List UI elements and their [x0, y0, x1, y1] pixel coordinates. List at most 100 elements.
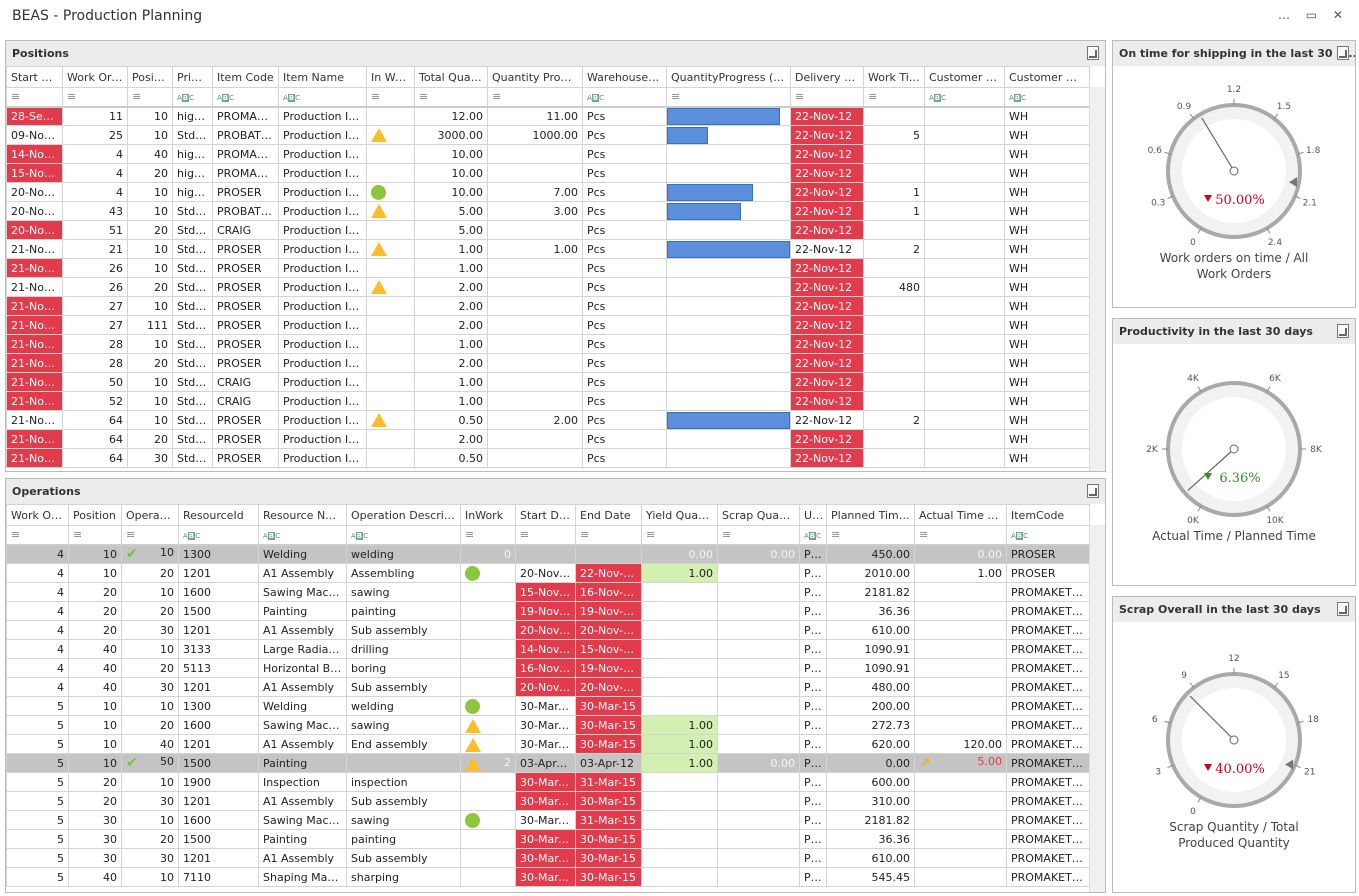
- cell-0[interactable]: 20-Nov…: [6, 201, 63, 221]
- cell-14[interactable]: WH: [1004, 182, 1090, 202]
- table-row[interactable]: 21-Nov… 64 10 Std … PROSER Production Ite… 0.5…: [6, 410, 1090, 430]
- text-filter-icon[interactable]: ABC: [924, 87, 1005, 108]
- cell-9[interactable]: Pcs: [582, 277, 667, 297]
- cell-14[interactable]: WH: [1004, 372, 1090, 392]
- table-row[interactable]: 20-Nov… 51 20 Std … CRAIG Production Ite… 5.00…: [6, 220, 1090, 240]
- cell-13[interactable]: [914, 601, 1007, 621]
- cell-2[interactable]: 30: [121, 791, 179, 811]
- cell-14[interactable]: WH: [1004, 334, 1090, 354]
- cell-6[interactable]: [366, 144, 415, 164]
- cell-0[interactable]: 21-Nov…: [6, 258, 63, 278]
- cell-2[interactable]: 10: [127, 391, 173, 411]
- cell-6[interactable]: [366, 277, 415, 297]
- cell-9[interactable]: [641, 791, 718, 811]
- cell-10[interactable]: [717, 791, 800, 811]
- cell-14[interactable]: PROMAKETO…: [1006, 753, 1090, 773]
- cell-0[interactable]: 4: [6, 639, 69, 659]
- equals-filter-icon[interactable]: ≡: [6, 525, 69, 546]
- cell-14[interactable]: PROMAKET…: [1006, 715, 1090, 735]
- cell-1[interactable]: 30: [68, 829, 122, 849]
- export-icon[interactable]: [1337, 602, 1349, 616]
- cell-1[interactable]: 26: [62, 258, 128, 278]
- cell-12[interactable]: 36.36: [826, 601, 915, 621]
- cell-1[interactable]: 28: [62, 353, 128, 373]
- cell-13[interactable]: [924, 334, 1005, 354]
- cell-0[interactable]: 21-Nov…: [6, 315, 63, 335]
- cell-12[interactable]: [863, 353, 925, 373]
- cell-0[interactable]: 5: [6, 753, 69, 773]
- cell-12[interactable]: 0.00: [826, 753, 915, 773]
- cell-5[interactable]: sharping: [346, 867, 461, 887]
- cell-8[interactable]: [487, 144, 583, 164]
- cell-2[interactable]: 10: [121, 810, 179, 830]
- equals-filter-icon[interactable]: ≡: [487, 87, 583, 108]
- cell-1[interactable]: 64: [62, 410, 128, 430]
- cell-1[interactable]: 21: [62, 239, 128, 259]
- cell-3[interactable]: Std …: [172, 220, 213, 240]
- cell-5[interactable]: Production Ite…: [278, 448, 367, 468]
- cell-1[interactable]: 27: [62, 296, 128, 316]
- equals-filter-icon[interactable]: ≡: [641, 525, 718, 546]
- cell-13[interactable]: [924, 239, 1005, 259]
- cell-0[interactable]: 4: [6, 658, 69, 678]
- cell-5[interactable]: boring: [346, 658, 461, 678]
- export-icon[interactable]: [1087, 484, 1099, 498]
- cell-0[interactable]: 5: [6, 810, 69, 830]
- cell-4[interactable]: PROSER: [212, 182, 279, 202]
- table-row[interactable]: 21-Nov… 26 10 Std … PROSER Production Ite… 1.0…: [6, 258, 1090, 278]
- cell-10[interactable]: [666, 125, 791, 145]
- table-row[interactable]: 4 20 30 1201 A1 Assembly Sub assembly 20-Nov-1…: [6, 620, 1090, 640]
- cell-4[interactable]: CRAIG: [212, 220, 279, 240]
- cell-5[interactable]: welding: [346, 544, 461, 564]
- cell-0[interactable]: 21-Nov…: [6, 277, 63, 297]
- cell-2[interactable]: 10: [127, 372, 173, 392]
- cell-12[interactable]: 2010.00: [826, 563, 915, 583]
- cell-3[interactable]: 1201: [178, 620, 259, 640]
- cell-2[interactable]: 40: [127, 144, 173, 164]
- equals-filter-icon[interactable]: ≡: [68, 525, 122, 546]
- cell-6[interactable]: [460, 696, 516, 716]
- cell-1[interactable]: 20: [68, 620, 122, 640]
- cell-14[interactable]: WH: [1004, 239, 1090, 259]
- table-row[interactable]: 21-Nov… 52 10 Std … CRAIG Production Ite… 1.00…: [6, 391, 1090, 411]
- cell-6[interactable]: [460, 772, 516, 792]
- table-row[interactable]: 15-Nov… 4 20 high… PROMAK… Production Ite… 10.…: [6, 163, 1090, 183]
- cell-8[interactable]: 11.00: [487, 106, 583, 126]
- cell-0[interactable]: 21-Nov…: [6, 239, 63, 259]
- cell-5[interactable]: Production Ite…: [278, 334, 367, 354]
- cell-10[interactable]: [717, 829, 800, 849]
- cell-9[interactable]: Pcs: [582, 106, 667, 126]
- cell-13[interactable]: [924, 182, 1005, 202]
- cell-3[interactable]: Std …: [172, 410, 213, 430]
- cell-9[interactable]: [641, 810, 718, 830]
- cell-11[interactable]: Pcs: [799, 829, 827, 849]
- cell-0[interactable]: 4: [6, 563, 69, 583]
- cell-5[interactable]: Production Ite…: [278, 410, 367, 430]
- equals-filter-icon[interactable]: ≡: [62, 87, 128, 108]
- column-header[interactable]: ResourceId: [178, 504, 259, 526]
- cell-8[interactable]: 30-Mar-15: [575, 867, 642, 887]
- cell-3[interactable]: Std …: [172, 372, 213, 392]
- cell-13[interactable]: [924, 315, 1005, 335]
- cell-7[interactable]: 5.00: [414, 220, 488, 240]
- cell-12[interactable]: 2181.82: [826, 810, 915, 830]
- cell-7[interactable]: 12.00: [414, 106, 488, 126]
- cell-4[interactable]: PROSER: [212, 429, 279, 449]
- cell-7[interactable]: 20-Nov-12: [515, 563, 576, 583]
- cell-11[interactable]: Pcs: [799, 620, 827, 640]
- cell-3[interactable]: Std …: [172, 334, 213, 354]
- cell-12[interactable]: 2: [863, 410, 925, 430]
- cell-12[interactable]: 1090.91: [826, 658, 915, 678]
- cell-1[interactable]: 64: [62, 429, 128, 449]
- cell-3[interactable]: Std …: [172, 296, 213, 316]
- cell-13[interactable]: [924, 258, 1005, 278]
- cell-13[interactable]: [924, 201, 1005, 221]
- cell-3[interactable]: 1900: [178, 772, 259, 792]
- equals-filter-icon[interactable]: ≡: [666, 87, 791, 108]
- table-row[interactable]: 5 10 10 1300 Welding welding 30-Mar-15 30-Mar-1…: [6, 696, 1090, 716]
- column-header[interactable]: Prio…: [172, 66, 213, 88]
- cell-14[interactable]: WH: [1004, 410, 1090, 430]
- cell-14[interactable]: WH: [1004, 353, 1090, 373]
- cell-9[interactable]: Pcs: [582, 372, 667, 392]
- table-row[interactable]: 4 40 30 1201 A1 Assembly Sub assembly 20-Nov-1…: [6, 677, 1090, 697]
